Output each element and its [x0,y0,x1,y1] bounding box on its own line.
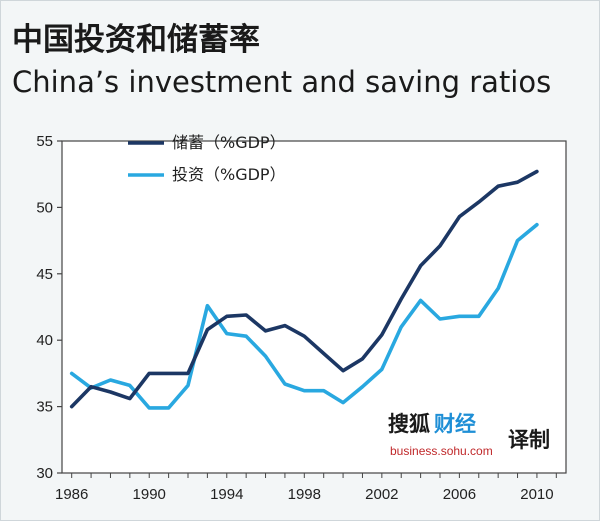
watermark: 搜狐 财经 译制 business.sohu.com [388,412,550,458]
x-tick-label: 2002 [365,486,398,503]
data-point-investment [206,304,209,307]
data-point-savings [419,264,422,267]
data-point-investment [186,384,189,387]
x-tick-label: 2006 [443,486,476,503]
data-point-investment [167,406,170,409]
data-point-investment [303,389,306,392]
data-point-savings [206,328,209,331]
data-point-savings [458,215,461,218]
watermark-url: business.sohu.com [390,444,493,458]
data-point-investment [341,401,344,404]
data-point-investment [283,382,286,385]
axes: 30 35 40 45 50 55 1986 1990 1994 1998 2002 2006 2010 [36,133,567,503]
x-tick-label: 1990 [133,486,166,503]
data-point-savings [167,372,170,375]
x-tick-label: 1986 [55,486,88,503]
data-point-investment [419,299,422,302]
data-point-savings [109,390,112,393]
data-point-savings [477,200,480,203]
series-layer [69,169,539,410]
watermark-brand-finance: 财经 [434,412,476,436]
data-point-savings [497,185,500,188]
data-point-investment [148,406,151,409]
data-point-savings [128,397,131,400]
y-tick-label: 45 [36,266,53,283]
data-point-savings [361,357,364,360]
data-point-investment [516,239,519,242]
data-point-savings [438,244,441,247]
legend-label-savings: 储蓄（%GDP） [172,133,286,152]
data-point-investment [497,287,500,290]
data-point-savings [264,329,267,332]
x-tick-label: 1994 [210,486,243,503]
data-point-savings [225,315,228,318]
data-point-investment [264,355,267,358]
data-point-investment [109,378,112,381]
y-tick-label: 35 [36,399,53,416]
chart-title-chinese: 中国投资和储蓄率 [12,22,260,58]
x-tick-label: 2010 [520,486,553,503]
plot-area [62,141,566,473]
series-line-investment [69,222,539,410]
data-point-investment [438,317,441,320]
data-point-savings [283,324,286,327]
data-point-savings [400,297,403,300]
y-tick-label: 55 [36,133,53,150]
data-point-investment [400,325,403,328]
data-point-investment [477,315,480,318]
legend-label-investment: 投资（%GDP） [172,165,286,184]
data-point-savings [303,335,306,338]
y-tick-label: 50 [36,199,53,216]
series-line-savings [69,169,539,409]
plot-border [61,140,567,474]
y-tick-label: 30 [36,465,53,482]
data-point-investment [458,315,461,318]
data-point-investment [535,223,538,226]
data-point-investment [70,372,73,375]
data-point-investment [361,385,364,388]
watermark-suffix: 译制 [508,428,550,452]
data-point-savings [70,405,73,408]
data-point-savings [535,170,538,173]
data-point-investment [245,335,248,338]
data-point-investment [128,384,131,387]
y-tick-label: 40 [36,332,53,349]
watermark-brand-sohu: 搜狐 [388,412,430,436]
data-point-savings [516,181,519,184]
data-point-savings [245,313,248,316]
data-point-savings [380,333,383,336]
data-point-savings [186,372,189,375]
legend: 储蓄（%GDP） 投资（%GDP） [128,133,286,184]
data-point-investment [225,332,228,335]
data-point-investment [322,389,325,392]
x-tick-label: 1998 [288,486,321,503]
data-point-savings [148,372,151,375]
data-point-investment [380,368,383,371]
data-point-savings [89,385,92,388]
data-point-savings [341,369,344,372]
chart-title-english: China’s investment and saving ratios [12,65,552,99]
data-point-savings [322,352,325,355]
